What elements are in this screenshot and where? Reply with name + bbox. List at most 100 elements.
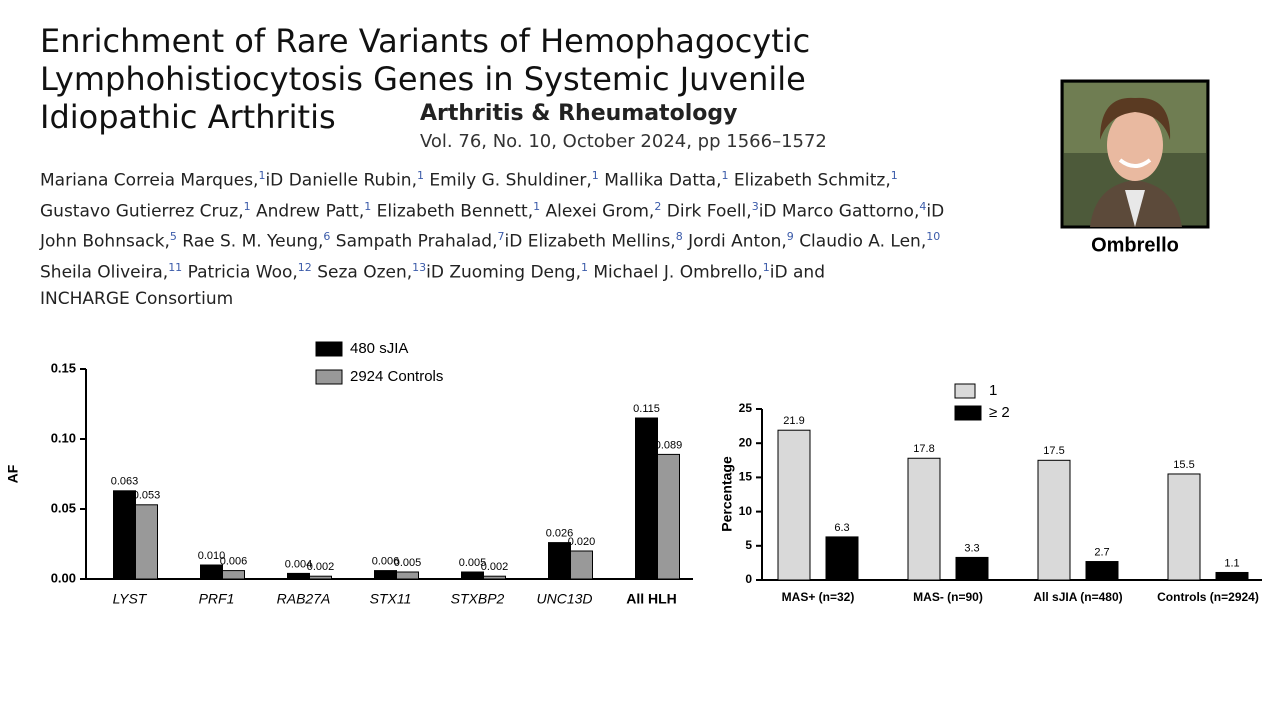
value-label: 0.004 xyxy=(285,558,313,570)
y-tick-label: 0.10 xyxy=(51,430,76,445)
affiliation: 11 xyxy=(168,260,183,274)
x-tick-label: STX11 xyxy=(370,591,412,607)
affiliation: 9 xyxy=(786,230,794,244)
author-name: Elizabeth Schmitz, xyxy=(733,170,891,191)
bar xyxy=(1085,561,1119,581)
y-tick-label: 15 xyxy=(739,470,753,484)
bar xyxy=(907,457,941,581)
bar xyxy=(1215,571,1249,581)
bar xyxy=(1167,473,1201,581)
y-axis-label: AF xyxy=(5,464,21,483)
value-label: 1.1 xyxy=(1224,557,1239,569)
y-tick-label: 0.15 xyxy=(51,360,76,375)
orcid-icon: iD xyxy=(265,170,284,191)
value-label: 0.063 xyxy=(111,476,139,488)
citation: Vol. 76, No. 10, October 2024, pp 1566–1… xyxy=(420,131,827,152)
orcid-icon: iD xyxy=(758,201,777,222)
author-name: Rae S. M. Yeung, xyxy=(182,231,324,252)
title-line: Enrichment of Rare Variants of Hemophago… xyxy=(40,22,810,60)
legend-label: ≥ 2 xyxy=(989,404,1010,421)
bar xyxy=(374,570,397,580)
author-name: Mallika Datta, xyxy=(604,170,722,191)
x-tick-label: PRF1 xyxy=(199,591,235,607)
x-tick-label: STXBP2 xyxy=(451,591,505,607)
bar xyxy=(1037,459,1071,581)
x-tick-label: MAS- (n=90) xyxy=(913,590,983,604)
legend-swatch xyxy=(315,369,343,385)
author-text: and xyxy=(793,262,825,283)
affiliation: 8 xyxy=(675,230,683,244)
y-tick-label: 25 xyxy=(739,401,753,415)
y-axis-label: Percentage xyxy=(719,456,735,532)
affiliation: 13 xyxy=(412,260,427,274)
legend-swatch xyxy=(954,405,982,421)
author-name: Elizabeth Bennett, xyxy=(376,201,534,222)
value-label: 0.006 xyxy=(220,556,248,568)
x-tick-label: LYST xyxy=(113,591,148,607)
author-name: Marco Gattorno, xyxy=(781,201,920,222)
bar xyxy=(548,542,571,580)
value-label: 3.3 xyxy=(964,542,979,554)
author-line: Mariana Correia Marques,1iD Danielle Rub… xyxy=(40,163,944,194)
bar xyxy=(461,571,484,580)
y-tick-label: 0.00 xyxy=(51,570,76,585)
author-name: Danielle Rubin, xyxy=(288,170,417,191)
value-label: 0.006 xyxy=(372,556,400,568)
value-label: 15.5 xyxy=(1173,459,1194,471)
value-label: 21.9 xyxy=(783,415,804,427)
affiliation: 1 xyxy=(533,199,541,213)
bar xyxy=(287,572,310,580)
bar xyxy=(483,575,506,580)
affiliation: 1 xyxy=(364,199,372,213)
author-name: Michael J. Ombrello, xyxy=(593,262,763,283)
affiliation: 12 xyxy=(297,260,312,274)
author-name: Elizabeth Mellins, xyxy=(527,231,676,252)
legend-swatch xyxy=(315,341,343,357)
y-tick-label: 20 xyxy=(739,435,753,449)
journal: Arthritis & Rheumatology xyxy=(420,101,737,126)
orcid-icon: iD xyxy=(426,262,444,283)
author-list: Mariana Correia Marques,1iD Danielle Rub… xyxy=(40,163,944,312)
legend-swatch xyxy=(954,383,976,399)
author-name: John Bohnsack, xyxy=(40,231,170,252)
author-name: Sheila Oliveira, xyxy=(40,262,169,283)
bar xyxy=(955,556,989,581)
author-name: Jordi Anton, xyxy=(688,231,787,252)
affiliation: 10 xyxy=(926,230,941,244)
bar xyxy=(396,571,419,580)
author-name: Mariana Correia Marques, xyxy=(40,170,259,191)
author-name: Andrew Patt, xyxy=(256,201,365,222)
bar xyxy=(309,575,332,580)
value-label: 0.010 xyxy=(198,550,226,562)
bar xyxy=(657,453,680,580)
affiliation: 3 xyxy=(751,199,759,213)
affiliation: 1 xyxy=(762,260,770,274)
value-label: 0.005 xyxy=(394,557,422,569)
value-label: 17.5 xyxy=(1043,445,1064,457)
affiliation: 5 xyxy=(169,230,177,244)
y-tick-label: 10 xyxy=(739,504,753,518)
value-label: 0.026 xyxy=(546,528,574,540)
affiliation: 1 xyxy=(258,169,266,182)
author-line: Sheila Oliveira,11 Patricia Woo,12 Seza … xyxy=(40,255,944,286)
value-label: 6.3 xyxy=(834,522,849,534)
value-label: 0.115 xyxy=(633,403,660,415)
legend-label: 2924 Controls xyxy=(350,368,443,385)
author-line: Gustavo Gutierrez Cruz,1 Andrew Patt,1 E… xyxy=(40,194,944,225)
photo xyxy=(1060,79,1210,229)
value-label: 0.002 xyxy=(307,561,335,573)
bar xyxy=(113,490,136,580)
author-name: Alexei Grom, xyxy=(545,201,655,222)
author-name: Gustavo Gutierrez Cruz, xyxy=(40,201,244,222)
x-tick-label: MAS+ (n=32) xyxy=(782,590,855,604)
value-label: 0.002 xyxy=(481,561,509,573)
value-label: 2.7 xyxy=(1094,546,1109,558)
affiliation: 1 xyxy=(416,169,424,182)
title-line: Idiopathic Arthritis xyxy=(40,98,336,136)
author-name: Claudio A. Len, xyxy=(799,231,927,252)
affiliation: 1 xyxy=(721,169,729,182)
author-name: Seza Ozen, xyxy=(317,262,413,283)
affiliation: 1 xyxy=(580,260,588,274)
